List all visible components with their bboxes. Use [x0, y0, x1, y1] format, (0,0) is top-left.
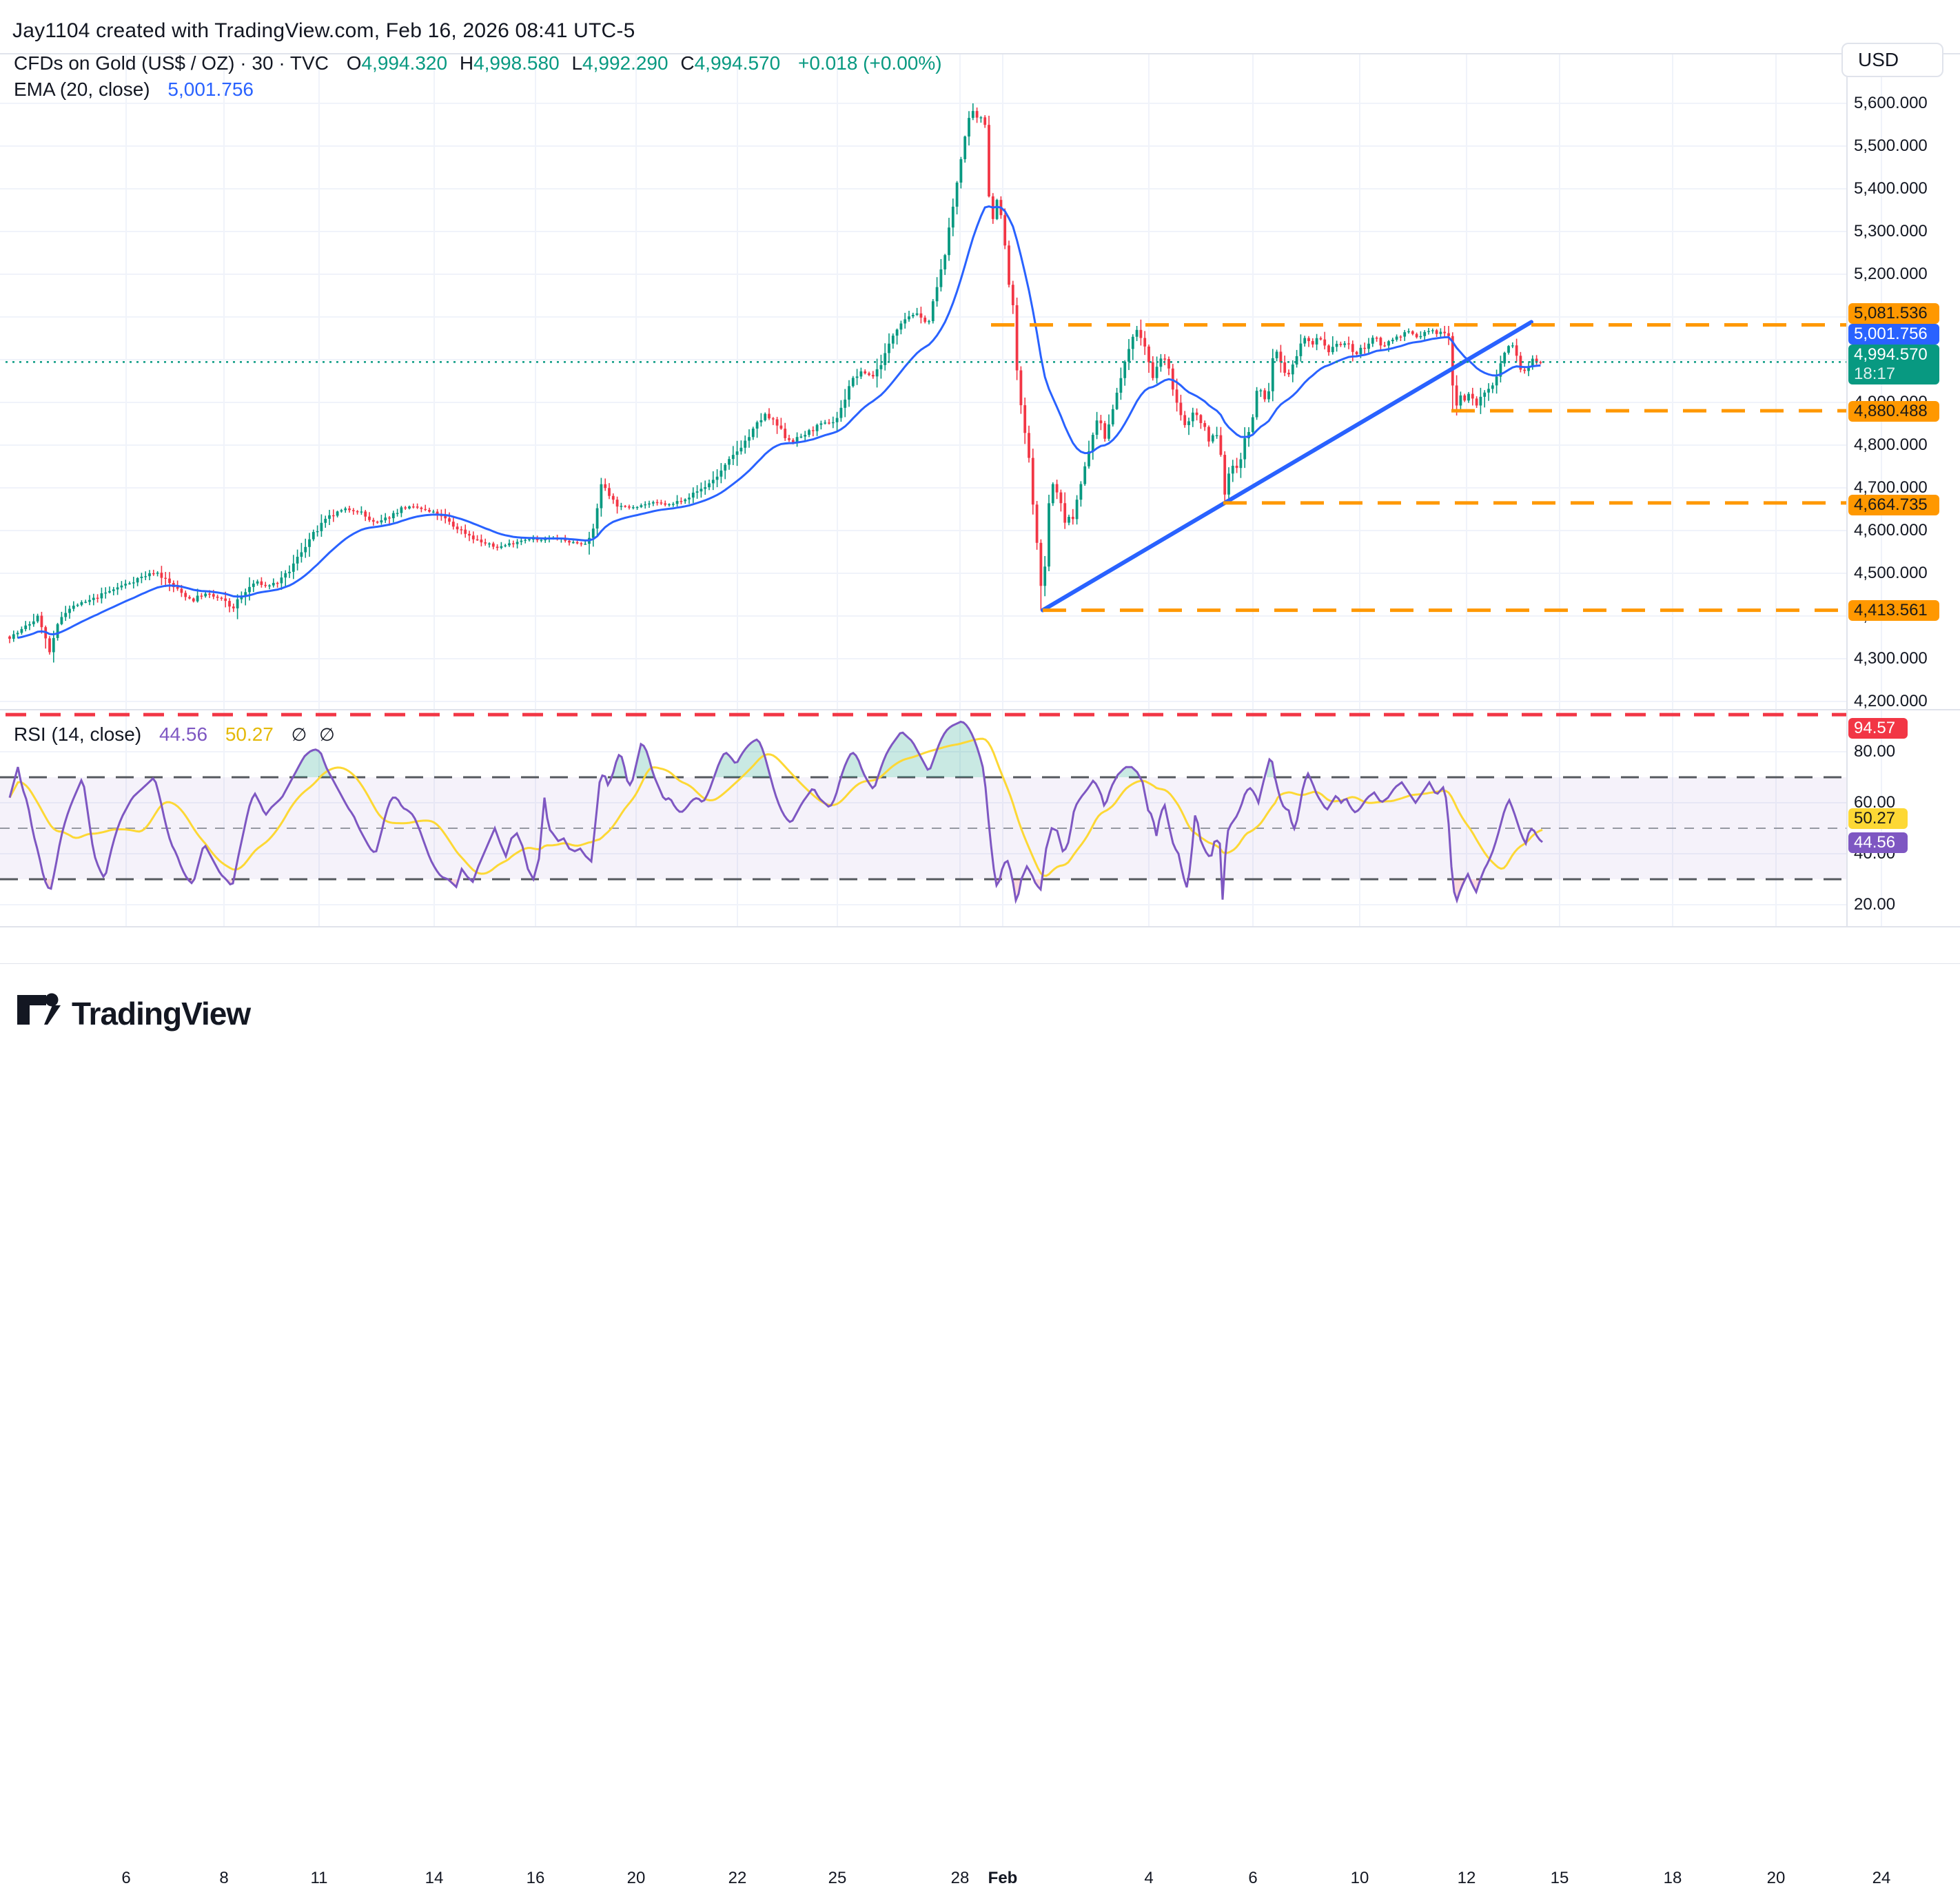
change-value: +0.018 (+0.00%) — [797, 52, 942, 74]
tradingview-logo-text: TradingView — [72, 996, 251, 1032]
axis-price-badge: 4,880.488 — [1848, 401, 1939, 422]
ema-legend-row[interactable]: EMA (20, close) 5,001.756 — [14, 79, 254, 101]
low-value: 4,992.290 — [582, 52, 668, 74]
axis-price-badge: 50.27 — [1848, 808, 1908, 829]
axis-price-badge: 4,664.735 — [1848, 495, 1939, 515]
time-tick-label: 10 — [1350, 1869, 1369, 1887]
close-value: 4,994.570 — [694, 52, 781, 74]
time-tick-label: 20 — [626, 1869, 646, 1887]
open-label: O — [346, 52, 362, 74]
rsi-excursion-fills — [18, 721, 1482, 901]
price-tick-label: 5,500.000 — [1854, 136, 1928, 155]
rsi-tick-label: 20.00 — [1854, 895, 1896, 914]
high-value: 4,998.580 — [473, 52, 560, 74]
time-tick-label: 12 — [1457, 1869, 1476, 1887]
open-value: 4,994.320 — [361, 52, 448, 74]
rsi-label: RSI (14, close) — [14, 724, 142, 745]
candlestick-series — [8, 103, 1542, 663]
axis-price-badge: 4,994.570 18:17 — [1848, 345, 1939, 384]
time-tick-label: 22 — [728, 1869, 747, 1887]
time-tick-label: Feb — [988, 1869, 1018, 1887]
price-tick-label: 5,600.000 — [1854, 94, 1928, 112]
time-tick-label: 28 — [950, 1869, 970, 1887]
price-tick-label: 4,500.000 — [1854, 564, 1928, 582]
axis-price-badge: 5,001.756 — [1848, 324, 1939, 345]
axis-price-badge: 44.56 — [1848, 832, 1908, 853]
price-tick-label: 4,300.000 — [1854, 649, 1928, 668]
rsi-value: 44.56 — [159, 724, 208, 745]
ema-line[interactable] — [17, 205, 1541, 639]
rsi-legend-row[interactable]: RSI (14, close) 44.56 50.27 ∅ ∅ — [14, 724, 335, 746]
trendline-drawing[interactable] — [1041, 320, 1533, 613]
price-tick-label: 4,800.000 — [1854, 435, 1928, 454]
time-tick-label: 24 — [1872, 1869, 1891, 1887]
tradingview-logo-icon — [17, 993, 61, 1025]
ema-value: 5,001.756 — [167, 79, 254, 100]
chart-plot-area[interactable] — [0, 0, 1960, 1047]
rsi-line — [8, 720, 1543, 905]
rsi-tick-label: 80.00 — [1854, 742, 1896, 761]
attribution-text: Jay1104 created with TradingView.com, Fe… — [12, 19, 635, 42]
ema-label: EMA (20, close) — [14, 79, 150, 100]
time-tick-label: 16 — [526, 1869, 545, 1887]
tradingview-logo[interactable]: TradingView — [17, 992, 251, 1035]
currency-toggle-button[interactable]: USD — [1841, 43, 1943, 77]
price-tick-label: 4,200.000 — [1854, 692, 1928, 710]
time-tick-label: 6 — [1248, 1869, 1258, 1887]
time-tick-label: 25 — [828, 1869, 847, 1887]
rsi-divergence-off-icon: ∅ — [319, 724, 335, 745]
low-label: L — [571, 52, 583, 74]
symbol-title: CFDs on Gold (US$ / OZ) · 30 · TVC — [14, 52, 329, 74]
time-tick-label: 11 — [310, 1869, 328, 1887]
price-tick-label: 4,700.000 — [1854, 478, 1928, 497]
rsi-ma-value: 50.27 — [225, 724, 274, 745]
time-tick-label: 6 — [121, 1869, 131, 1887]
price-tick-label: 5,200.000 — [1854, 265, 1928, 283]
price-tick-label: 5,300.000 — [1854, 222, 1928, 240]
time-tick-label: 15 — [1550, 1869, 1569, 1887]
price-tick-label: 4,600.000 — [1854, 521, 1928, 540]
symbol-legend-row[interactable]: CFDs on Gold (US$ / OZ) · 30 · TVC O4,99… — [14, 52, 942, 74]
time-tick-label: 18 — [1663, 1869, 1682, 1887]
time-axis[interactable]: 6 8 11 14 16 20 22 25 28 Feb 4 6 10 12 15 18 20 24 — [0, 927, 1960, 1887]
rsi-ma-line — [8, 737, 1543, 877]
axis-price-badge: 5,081.536 — [1848, 303, 1939, 324]
high-label: H — [459, 52, 474, 74]
time-tick-label: 14 — [425, 1869, 444, 1887]
axis-price-badge: 94.57 — [1848, 718, 1908, 739]
axis-price-badge: 4,413.561 — [1848, 600, 1939, 621]
time-tick-label: 20 — [1766, 1869, 1786, 1887]
price-tick-label: 5,400.000 — [1854, 179, 1928, 198]
time-tick-label: 8 — [219, 1869, 229, 1887]
time-tick-label: 4 — [1144, 1869, 1154, 1887]
rsi-divergence-off-icon: ∅ — [291, 724, 307, 745]
close-label: C — [680, 52, 695, 74]
